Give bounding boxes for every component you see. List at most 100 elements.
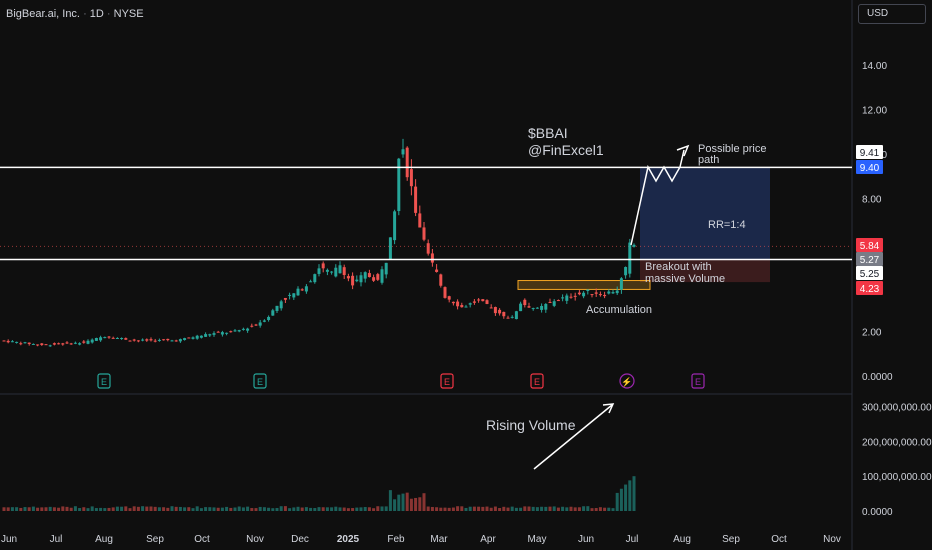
volume-bar xyxy=(216,507,220,511)
volume-bar xyxy=(573,507,577,511)
time-axis-tick: Oct xyxy=(771,534,787,545)
candle-body xyxy=(115,337,119,339)
volume-bar xyxy=(565,507,569,511)
price-axis-tick: 2.00 xyxy=(862,328,882,339)
candle-body xyxy=(82,341,86,343)
candle-body xyxy=(615,290,619,294)
candle-body xyxy=(401,149,405,155)
candle-body xyxy=(296,288,300,296)
volume-bar xyxy=(556,507,560,511)
candle-body xyxy=(485,300,489,304)
volume-bar xyxy=(48,506,52,511)
candle-body xyxy=(149,339,153,341)
interval[interactable]: 1D xyxy=(89,8,104,20)
time-axis-tick: Jun xyxy=(1,534,17,545)
volume-bar xyxy=(359,507,363,511)
candle-body xyxy=(418,213,422,228)
volume-bar xyxy=(174,506,178,511)
event-badge-box xyxy=(97,373,111,389)
price-label-box xyxy=(856,266,883,280)
candle-body xyxy=(439,274,443,286)
candle-body xyxy=(241,328,245,330)
candle-body xyxy=(153,340,157,342)
currency-button[interactable]: USD xyxy=(858,4,926,24)
candle-body xyxy=(212,333,216,335)
candle-body xyxy=(61,343,65,345)
candle-body xyxy=(57,343,61,345)
candle-body xyxy=(346,276,350,279)
volume-bar xyxy=(107,507,111,511)
candle-body xyxy=(334,267,338,277)
time-axis-tick: Feb xyxy=(387,534,405,545)
volume-bar xyxy=(443,507,447,511)
candle-body xyxy=(36,344,40,346)
candle-body xyxy=(489,307,493,309)
candle-body xyxy=(565,295,569,301)
candle-body xyxy=(31,343,35,345)
separator-dot: · xyxy=(83,8,87,20)
volume-bar xyxy=(40,507,44,511)
candle-body xyxy=(183,338,187,340)
candle-body xyxy=(317,268,321,274)
volume-bar xyxy=(304,507,308,511)
volume-bar xyxy=(527,506,531,511)
candle-body xyxy=(409,169,413,187)
time-axis-tick: Mar xyxy=(430,534,448,545)
volume-bar xyxy=(351,508,355,511)
volume-bar xyxy=(409,498,413,511)
volume-bar xyxy=(187,507,191,511)
volume-bar xyxy=(195,506,199,511)
volume-bar xyxy=(590,508,594,511)
candle-body xyxy=(607,291,611,294)
candle-body xyxy=(514,311,518,320)
candle-body xyxy=(199,335,203,338)
volume-bar xyxy=(317,507,321,511)
volume-bar xyxy=(241,507,245,511)
candle-body xyxy=(573,295,577,297)
ticker-annotation: $BBAI xyxy=(528,125,568,141)
volume-bar xyxy=(86,508,90,511)
volume-bar xyxy=(300,507,304,511)
volume-bar xyxy=(481,506,485,511)
volume-bar xyxy=(124,506,128,511)
volume-bar xyxy=(162,507,166,511)
volume-bar xyxy=(149,506,153,511)
event-badge-box xyxy=(253,373,267,389)
candle-body xyxy=(254,324,258,326)
volume-bar xyxy=(430,506,434,511)
volume-bar xyxy=(388,490,392,511)
candle-body xyxy=(52,343,56,345)
volume-bar xyxy=(61,506,65,511)
volume-bar xyxy=(577,507,581,511)
volume-bar xyxy=(607,507,611,511)
volume-bar xyxy=(376,506,380,511)
volume-bar xyxy=(6,507,10,511)
target-zone xyxy=(640,167,770,260)
volume-bar xyxy=(254,508,258,511)
risk-reward-label: RR=1:4 xyxy=(708,219,746,231)
volume-bar xyxy=(493,506,497,511)
volume-bar xyxy=(548,506,552,511)
price-label-box xyxy=(856,145,883,159)
volume-bar xyxy=(69,507,73,511)
candle-body xyxy=(338,265,342,274)
candle-body xyxy=(132,339,136,341)
accumulation-box xyxy=(517,280,651,290)
earnings-event-label: ⚡ xyxy=(621,376,632,388)
volume-bar xyxy=(401,493,405,511)
candle-body xyxy=(544,304,548,310)
volume-bar xyxy=(531,506,535,511)
volume-bar xyxy=(372,508,376,511)
rising-volume-arrowhead xyxy=(602,403,615,414)
candle-body xyxy=(598,294,602,296)
volume-bar xyxy=(535,507,539,511)
volume-bar xyxy=(128,508,132,511)
candle-body xyxy=(300,289,304,291)
candle-body xyxy=(6,340,10,343)
possible-path-label: path xyxy=(698,154,719,166)
volume-bar xyxy=(296,506,300,511)
event-badge-box xyxy=(440,373,454,389)
time-axis-tick: Sep xyxy=(146,534,164,545)
time-axis-tick: Oct xyxy=(194,534,210,545)
